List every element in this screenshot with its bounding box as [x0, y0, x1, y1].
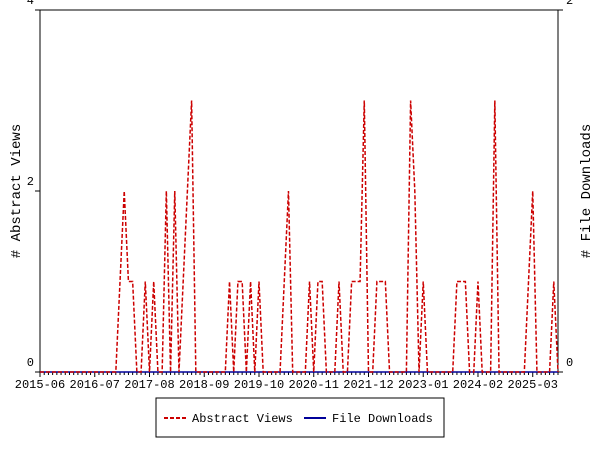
x-tick-label: 2024-02	[453, 378, 503, 392]
y2-tick-label: 0	[566, 356, 573, 370]
x-tick-label: 2023-01	[398, 378, 448, 392]
x-tick-label: 2017-08	[124, 378, 174, 392]
legend-label: Abstract Views	[192, 412, 293, 426]
x-tick-label: 2025-03	[508, 378, 558, 392]
y-tick-label: 0	[27, 356, 34, 370]
y-axis-label: # Abstract Views	[9, 124, 25, 258]
y2-axis-label: # File Downloads	[579, 124, 595, 258]
y-tick-label: 2	[27, 175, 34, 189]
x-tick-label: 2020-11	[289, 378, 339, 392]
x-tick-label: 2018-09	[179, 378, 229, 392]
legend-label: File Downloads	[332, 412, 433, 426]
y2-tick-label: 2	[566, 0, 573, 8]
legend-box	[155, 397, 445, 438]
series-line	[40, 100, 559, 373]
y-tick-label: 4	[27, 0, 34, 8]
x-tick-label: 2016-07	[70, 378, 120, 392]
x-tick-label: 2015-06	[15, 378, 65, 392]
x-tick-label: 2021-12	[343, 378, 393, 392]
x-tick-label: 2019-10	[234, 378, 284, 392]
